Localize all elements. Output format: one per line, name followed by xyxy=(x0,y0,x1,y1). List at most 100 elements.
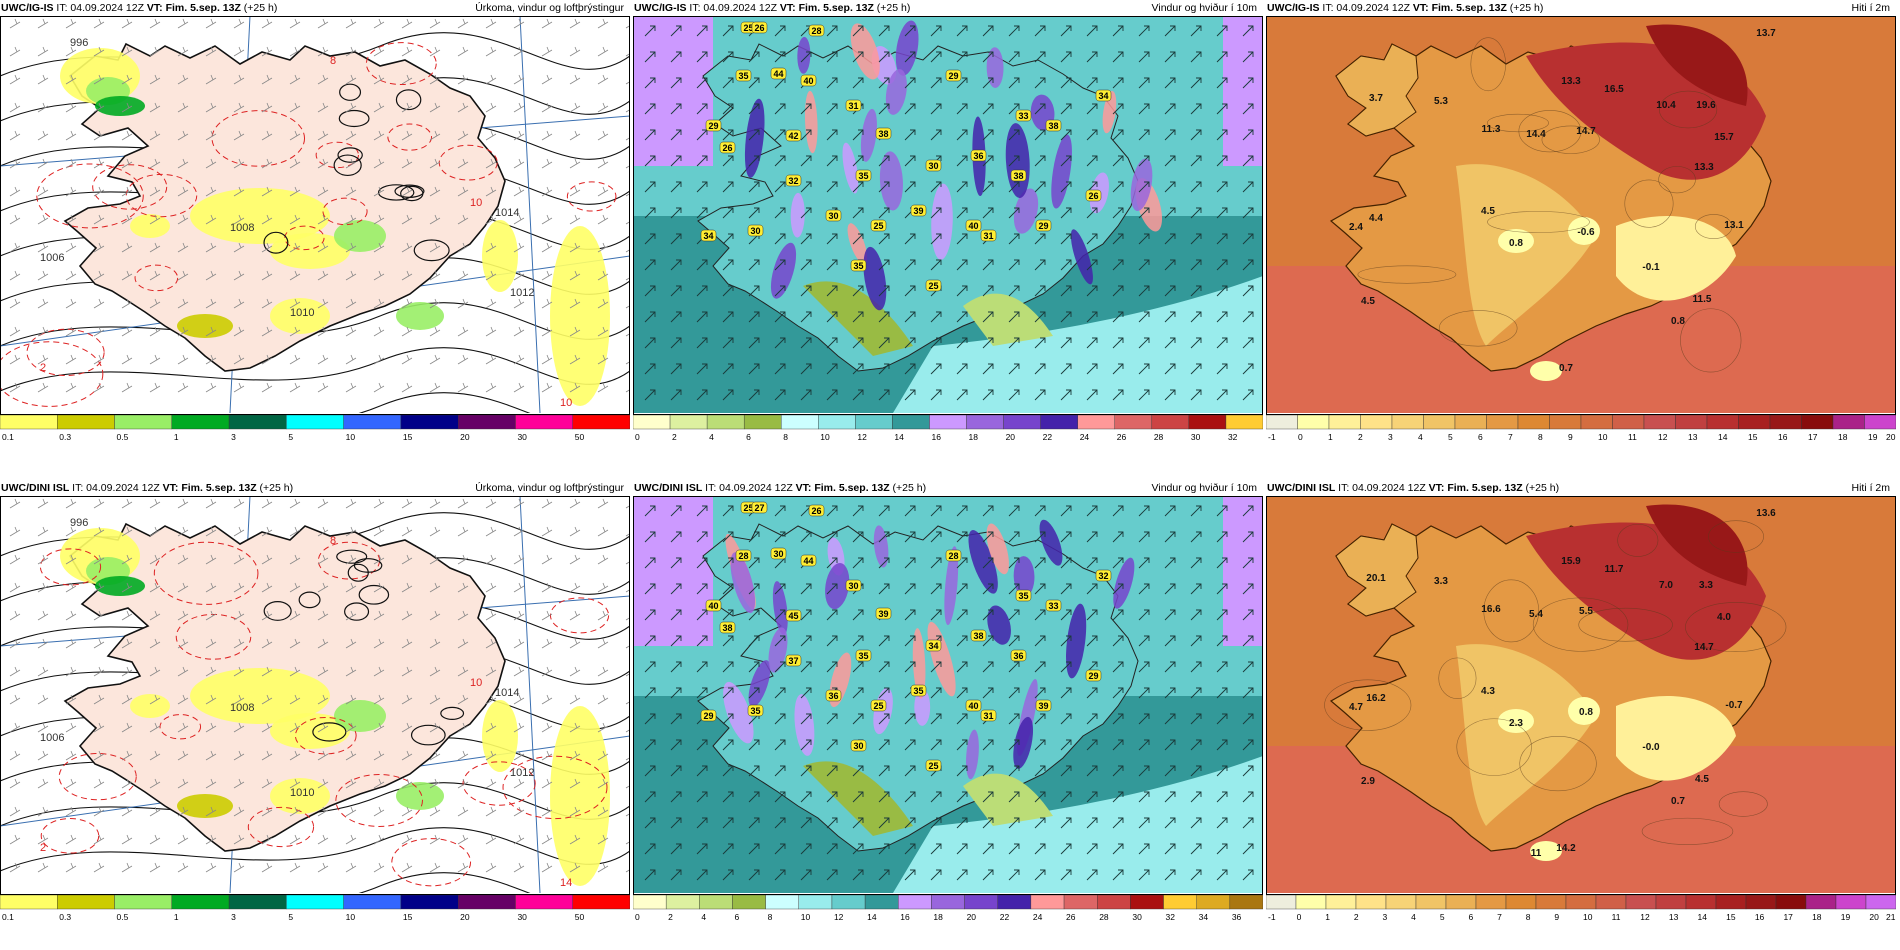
contour-label: 1014 xyxy=(495,207,519,219)
colorbar-label: 22 xyxy=(1043,432,1053,442)
panel-precip: UWC/DINI ISL IT: 04.09.2024 12Z VT: Fim.… xyxy=(0,480,630,940)
map-temp: 13.6 20.1 3.3 15.9 11.7 7.0 3.3 16.6 5.4 5.5 4.0 14… xyxy=(1266,496,1896,893)
temperature-label: 3.3 xyxy=(1699,580,1713,591)
temperature-label: 16.6 xyxy=(1481,604,1501,615)
colorbar-swatch xyxy=(1151,414,1190,430)
colorbar-svg: 0.1 0.3 0.5 1 3 5 10 15 20 30 50 xyxy=(0,894,630,922)
colorbar-label: 5 xyxy=(288,432,293,442)
colorbar-label: 20 xyxy=(460,432,470,442)
temperature-label: 0.8 xyxy=(1509,238,1523,249)
colorbar-swatch xyxy=(1063,894,1098,910)
svg-text:25: 25 xyxy=(928,761,938,771)
colorbar-label: 12 xyxy=(857,432,867,442)
svg-text:25: 25 xyxy=(743,23,753,33)
svg-text:34: 34 xyxy=(1098,91,1108,101)
init-time: IT: 04.09.2024 12Z xyxy=(705,482,793,494)
colorbar-label: 0.1 xyxy=(2,912,14,922)
colorbar-label: 15 xyxy=(403,432,413,442)
svg-text:25: 25 xyxy=(743,503,753,513)
svg-text:25: 25 xyxy=(928,281,938,291)
colorbar-label: 28 xyxy=(1099,912,1109,922)
colorbar-swatch xyxy=(743,414,782,430)
svg-text:45: 45 xyxy=(788,611,798,621)
colorbar-label: 22 xyxy=(1000,912,1010,922)
colorbar-label: 10 xyxy=(1598,432,1608,442)
colorbar-label: 50 xyxy=(575,912,585,922)
gust-label: 39 xyxy=(910,204,927,217)
temperature-label: 20.1 xyxy=(1366,573,1386,584)
svg-text:35: 35 xyxy=(858,651,868,661)
svg-text:29: 29 xyxy=(1088,671,1098,681)
colorbar-swatch xyxy=(1745,894,1777,910)
contour-label: 1008 xyxy=(230,702,254,714)
colorbar-label: 24 xyxy=(1033,912,1043,922)
colorbar-swatch xyxy=(1486,414,1519,430)
gust-label: 31 xyxy=(980,229,997,242)
colorbar-swatch xyxy=(931,894,965,910)
svg-text:31: 31 xyxy=(983,231,993,241)
temperature-label: 2.4 xyxy=(1349,222,1363,233)
colorbar-label: 5 xyxy=(1448,432,1453,442)
colorbar-label: 13 xyxy=(1669,912,1679,922)
colorbar-swatch xyxy=(0,414,58,430)
valid-time: VT: Fim. 5.sep. 13Z xyxy=(779,2,874,14)
colorbar-swatch xyxy=(1685,894,1717,910)
colorbar-label: 2 xyxy=(1358,432,1363,442)
colorbar-swatch xyxy=(1505,894,1537,910)
panel-title: Úrkoma, vindur og loftþrýstingur xyxy=(475,482,624,494)
svg-text:26: 26 xyxy=(722,143,732,153)
colorbar-label: 5 xyxy=(288,912,293,922)
colorbar: -1 0 1 2 3 4 5 6 7 8 9 10 11 12 13 14 15 16 17 18 19 20 21 xyxy=(1266,894,1896,927)
panel-run-info: UWC/DINI ISL IT: 04.09.2024 12Z VT: Fim.… xyxy=(634,480,926,496)
colorbar-label: 34 xyxy=(1199,912,1209,922)
colorbar-label: 16 xyxy=(1755,912,1765,922)
colorbar-label: 7 xyxy=(1497,912,1502,922)
colorbar-label: 1 xyxy=(174,432,179,442)
contour-label: 8 xyxy=(330,55,336,67)
panel-header: UWC/DINI ISL IT: 04.09.2024 12Z VT: Fim.… xyxy=(633,480,1263,496)
colorbar-label: 6 xyxy=(734,912,739,922)
colorbar-label: 12 xyxy=(1640,912,1650,922)
colorbar-label: 4 xyxy=(1411,912,1416,922)
svg-text:37: 37 xyxy=(788,656,798,666)
svg-text:31: 31 xyxy=(848,101,858,111)
colorbar-swatch xyxy=(1801,414,1834,430)
colorbar-label: 0.5 xyxy=(117,432,129,442)
colorbar-swatch xyxy=(633,894,667,910)
colorbar: 0 2 4 6 8 10 12 14 16 18 20 22 24 26 28 30 32 34 36 xyxy=(633,894,1263,927)
temperature-label: 4.5 xyxy=(1695,774,1709,785)
temperature-label: 14.2 xyxy=(1556,843,1576,854)
temperature-label: 13.6 xyxy=(1756,508,1776,519)
gust-label: 30 xyxy=(850,739,867,752)
gust-label: 36 xyxy=(1010,649,1027,662)
colorbar-swatch xyxy=(1864,414,1896,430)
colorbar-label: 36 xyxy=(1232,912,1242,922)
colorbar-swatch xyxy=(1360,414,1393,430)
temperature-label: 2.9 xyxy=(1361,776,1375,787)
init-time: IT: 04.09.2024 12Z xyxy=(72,482,160,494)
panel-title: Hiti í 2m xyxy=(1851,2,1890,14)
gust-label: 26 xyxy=(751,21,768,34)
panel-run-info: UWC/DINI ISL IT: 04.09.2024 12Z VT: Fim.… xyxy=(1,480,293,496)
colorbar-label: 14 xyxy=(1698,912,1708,922)
svg-text:32: 32 xyxy=(788,176,798,186)
temperature-label: 11.3 xyxy=(1482,124,1501,135)
init-time: IT: 04.09.2024 12Z xyxy=(1338,482,1426,494)
colorbar-label: 32 xyxy=(1166,912,1176,922)
panel-wind: UWC/DINI ISL IT: 04.09.2024 12Z VT: Fim.… xyxy=(633,480,1263,940)
colorbar-label: 20 xyxy=(967,912,977,922)
valid-time: VT: Fim. 5.sep. 13Z xyxy=(795,482,890,494)
gust-label: 35 xyxy=(735,69,752,82)
lead-time: (+25 h) xyxy=(1525,482,1560,494)
svg-text:39: 39 xyxy=(913,206,923,216)
svg-text:29: 29 xyxy=(948,71,958,81)
colorbar-swatch xyxy=(1549,414,1582,430)
lead-time: (+25 h) xyxy=(1509,2,1544,14)
panel-precip: UWC/IG-IS IT: 04.09.2024 12Z VT: Fim. 5.… xyxy=(0,0,630,460)
svg-text:32: 32 xyxy=(1098,571,1108,581)
svg-text:44: 44 xyxy=(773,69,783,79)
colorbar-swatch xyxy=(400,414,459,430)
temperature-label: 15.7 xyxy=(1714,132,1734,143)
temperature-label: 14.4 xyxy=(1526,129,1546,140)
